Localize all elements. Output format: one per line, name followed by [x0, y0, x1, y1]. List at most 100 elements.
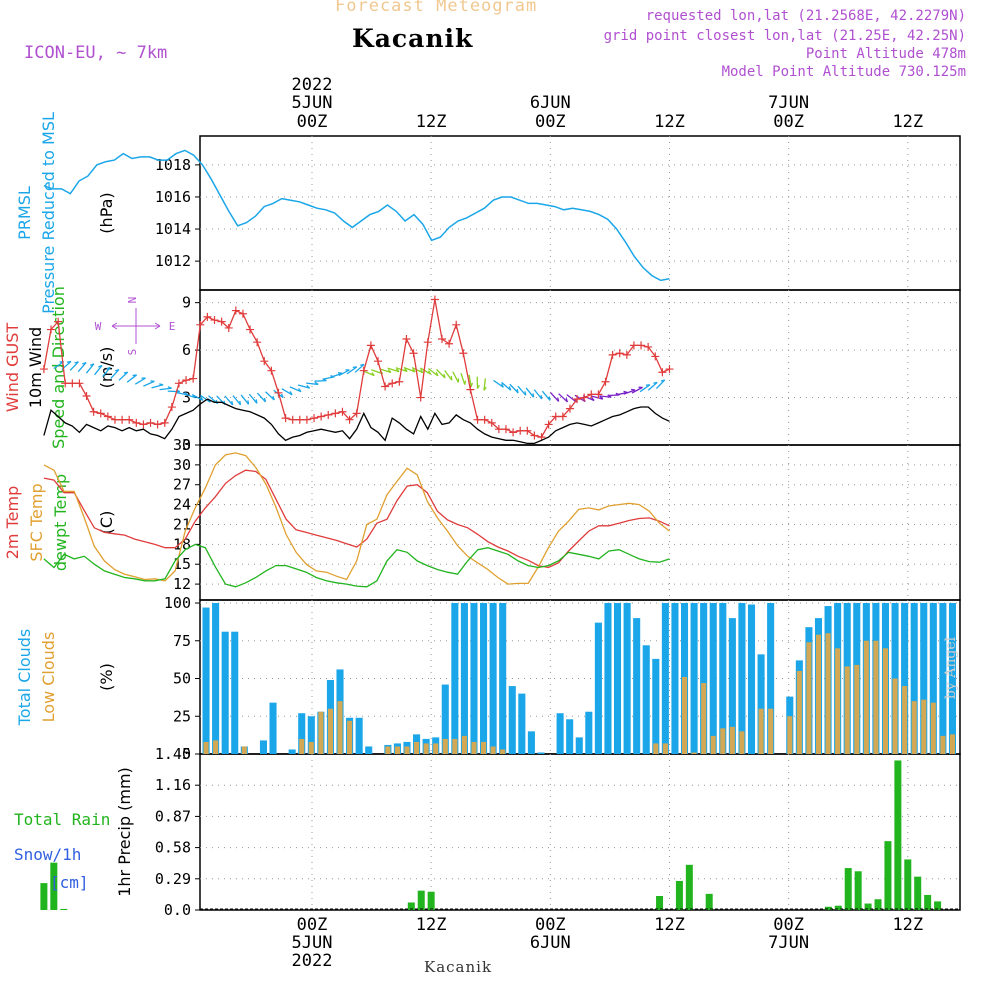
wind-arrow-head	[89, 363, 95, 366]
wind-arrow	[509, 383, 519, 394]
total-cloud-bar	[604, 603, 612, 754]
total-cloud-bar	[642, 645, 650, 754]
top-hour-label: 12Z	[892, 112, 923, 132]
precip-bar	[60, 908, 68, 910]
gust-marker	[96, 409, 105, 418]
gust-marker	[587, 390, 596, 399]
gust-marker	[501, 425, 510, 434]
ytick-label: 30	[173, 456, 191, 474]
low-cloud-bar	[442, 738, 448, 754]
top-hour-label: 12Z	[416, 112, 447, 132]
gust-marker	[608, 350, 617, 359]
wind-arrow-head	[591, 397, 595, 401]
low-cloud-bar	[308, 741, 314, 754]
wind-arrow	[460, 373, 466, 385]
wind-arrow-head	[247, 400, 250, 405]
panel-label: SFC Temp	[27, 483, 46, 561]
gust-marker	[487, 418, 496, 427]
precip-bar	[705, 893, 713, 910]
ytick-label: 1.45	[155, 745, 191, 763]
panel-label: Pressure Reduced to MSL	[39, 112, 58, 314]
wind-arrow	[248, 393, 258, 404]
total-cloud-bar	[700, 603, 708, 754]
wind-arrow	[232, 395, 241, 406]
top-date-label: 5JUN	[292, 93, 333, 113]
precip-bar	[407, 902, 415, 910]
wind-arrow	[314, 379, 327, 382]
gust-marker	[267, 366, 276, 375]
ytick-label: 1014	[155, 220, 191, 238]
total-cloud-bar	[920, 603, 928, 754]
gust-marker	[224, 323, 233, 332]
wind-arrow-head	[114, 368, 120, 372]
low-cloud-bar	[940, 735, 946, 754]
ytick-label: 0	[182, 436, 191, 454]
wind-arrow-head	[631, 388, 636, 391]
wind-arrow-head	[476, 384, 480, 389]
low-cloud-bar	[662, 743, 668, 754]
gust-marker	[118, 415, 127, 424]
ytick-label: 6	[182, 341, 191, 359]
low-cloud-bar	[863, 640, 869, 754]
gust-marker	[139, 420, 148, 429]
wind-arrow-head	[548, 396, 551, 401]
ytick-label: 0.58	[155, 839, 191, 857]
low-cloud-bar	[921, 699, 927, 754]
wind-arrow-head	[66, 360, 72, 363]
gust-marker	[246, 325, 255, 334]
ytick-label: 100	[164, 594, 191, 612]
gust-marker	[565, 404, 574, 413]
panel-precip: 0.0 0.29 0.58 0.87 1.16 1.45 1hr Precip (mm)	[115, 745, 961, 919]
precip-bar	[934, 901, 942, 910]
wind-arrow-head	[435, 371, 439, 377]
wind-arrow	[599, 395, 612, 398]
wind-arrow-head	[516, 388, 519, 394]
wind-arrow	[493, 379, 504, 388]
wind-arrow	[444, 370, 453, 381]
gust-marker	[274, 388, 283, 397]
precip-bar	[904, 859, 912, 910]
wind-arrow	[452, 371, 459, 383]
gust-marker	[658, 368, 667, 377]
ytick-label: 75	[173, 632, 191, 650]
total-cloud-bar	[556, 713, 564, 754]
total-cloud-bar	[499, 603, 507, 754]
panel-label: Speed and Direction	[49, 286, 68, 449]
wind-arrow	[151, 384, 164, 389]
wind-arrow	[436, 368, 446, 379]
low-cloud-bar	[490, 746, 496, 754]
wind-arrow-head	[508, 386, 512, 391]
low-cloud-bar	[768, 708, 774, 754]
wind-arrow	[183, 393, 196, 399]
total-cloud-bar	[948, 603, 956, 754]
low-cloud-bar	[729, 726, 735, 754]
panel-wind: 0 3 6 9 Wind GUST 10m Wind Speed and Direction…	[3, 286, 961, 454]
footer-station: Kacanik	[424, 958, 493, 976]
wind-arrow-head	[280, 393, 284, 398]
ytick-label: 9	[182, 294, 191, 312]
gust-marker	[459, 349, 468, 358]
precip-bar	[844, 868, 852, 910]
precip-bar	[50, 862, 58, 910]
wind-arrow-head	[524, 391, 527, 396]
wind-arrow	[110, 369, 120, 379]
wind-arrow-head	[395, 368, 400, 373]
gust-marker	[516, 426, 525, 435]
precip-bar	[924, 894, 932, 910]
wind-arrow	[387, 367, 400, 373]
wind-arrow	[85, 363, 95, 374]
gust-marker	[132, 418, 141, 427]
wind-gust-markers	[39, 295, 674, 442]
gust-marker	[466, 385, 475, 394]
panel-label: Total Clouds	[15, 629, 34, 727]
wind-arrow-head	[450, 376, 453, 381]
precip-bar	[675, 880, 683, 910]
gust-marker	[54, 317, 63, 326]
wind-arrow-head	[314, 381, 319, 385]
low-cloud-bar	[710, 735, 716, 754]
gust-marker	[416, 393, 425, 402]
gust-marker	[381, 382, 390, 391]
wind-arrow	[94, 365, 103, 376]
top-hour-label: 00Z	[297, 112, 328, 132]
wind-10m-line	[43, 398, 670, 445]
